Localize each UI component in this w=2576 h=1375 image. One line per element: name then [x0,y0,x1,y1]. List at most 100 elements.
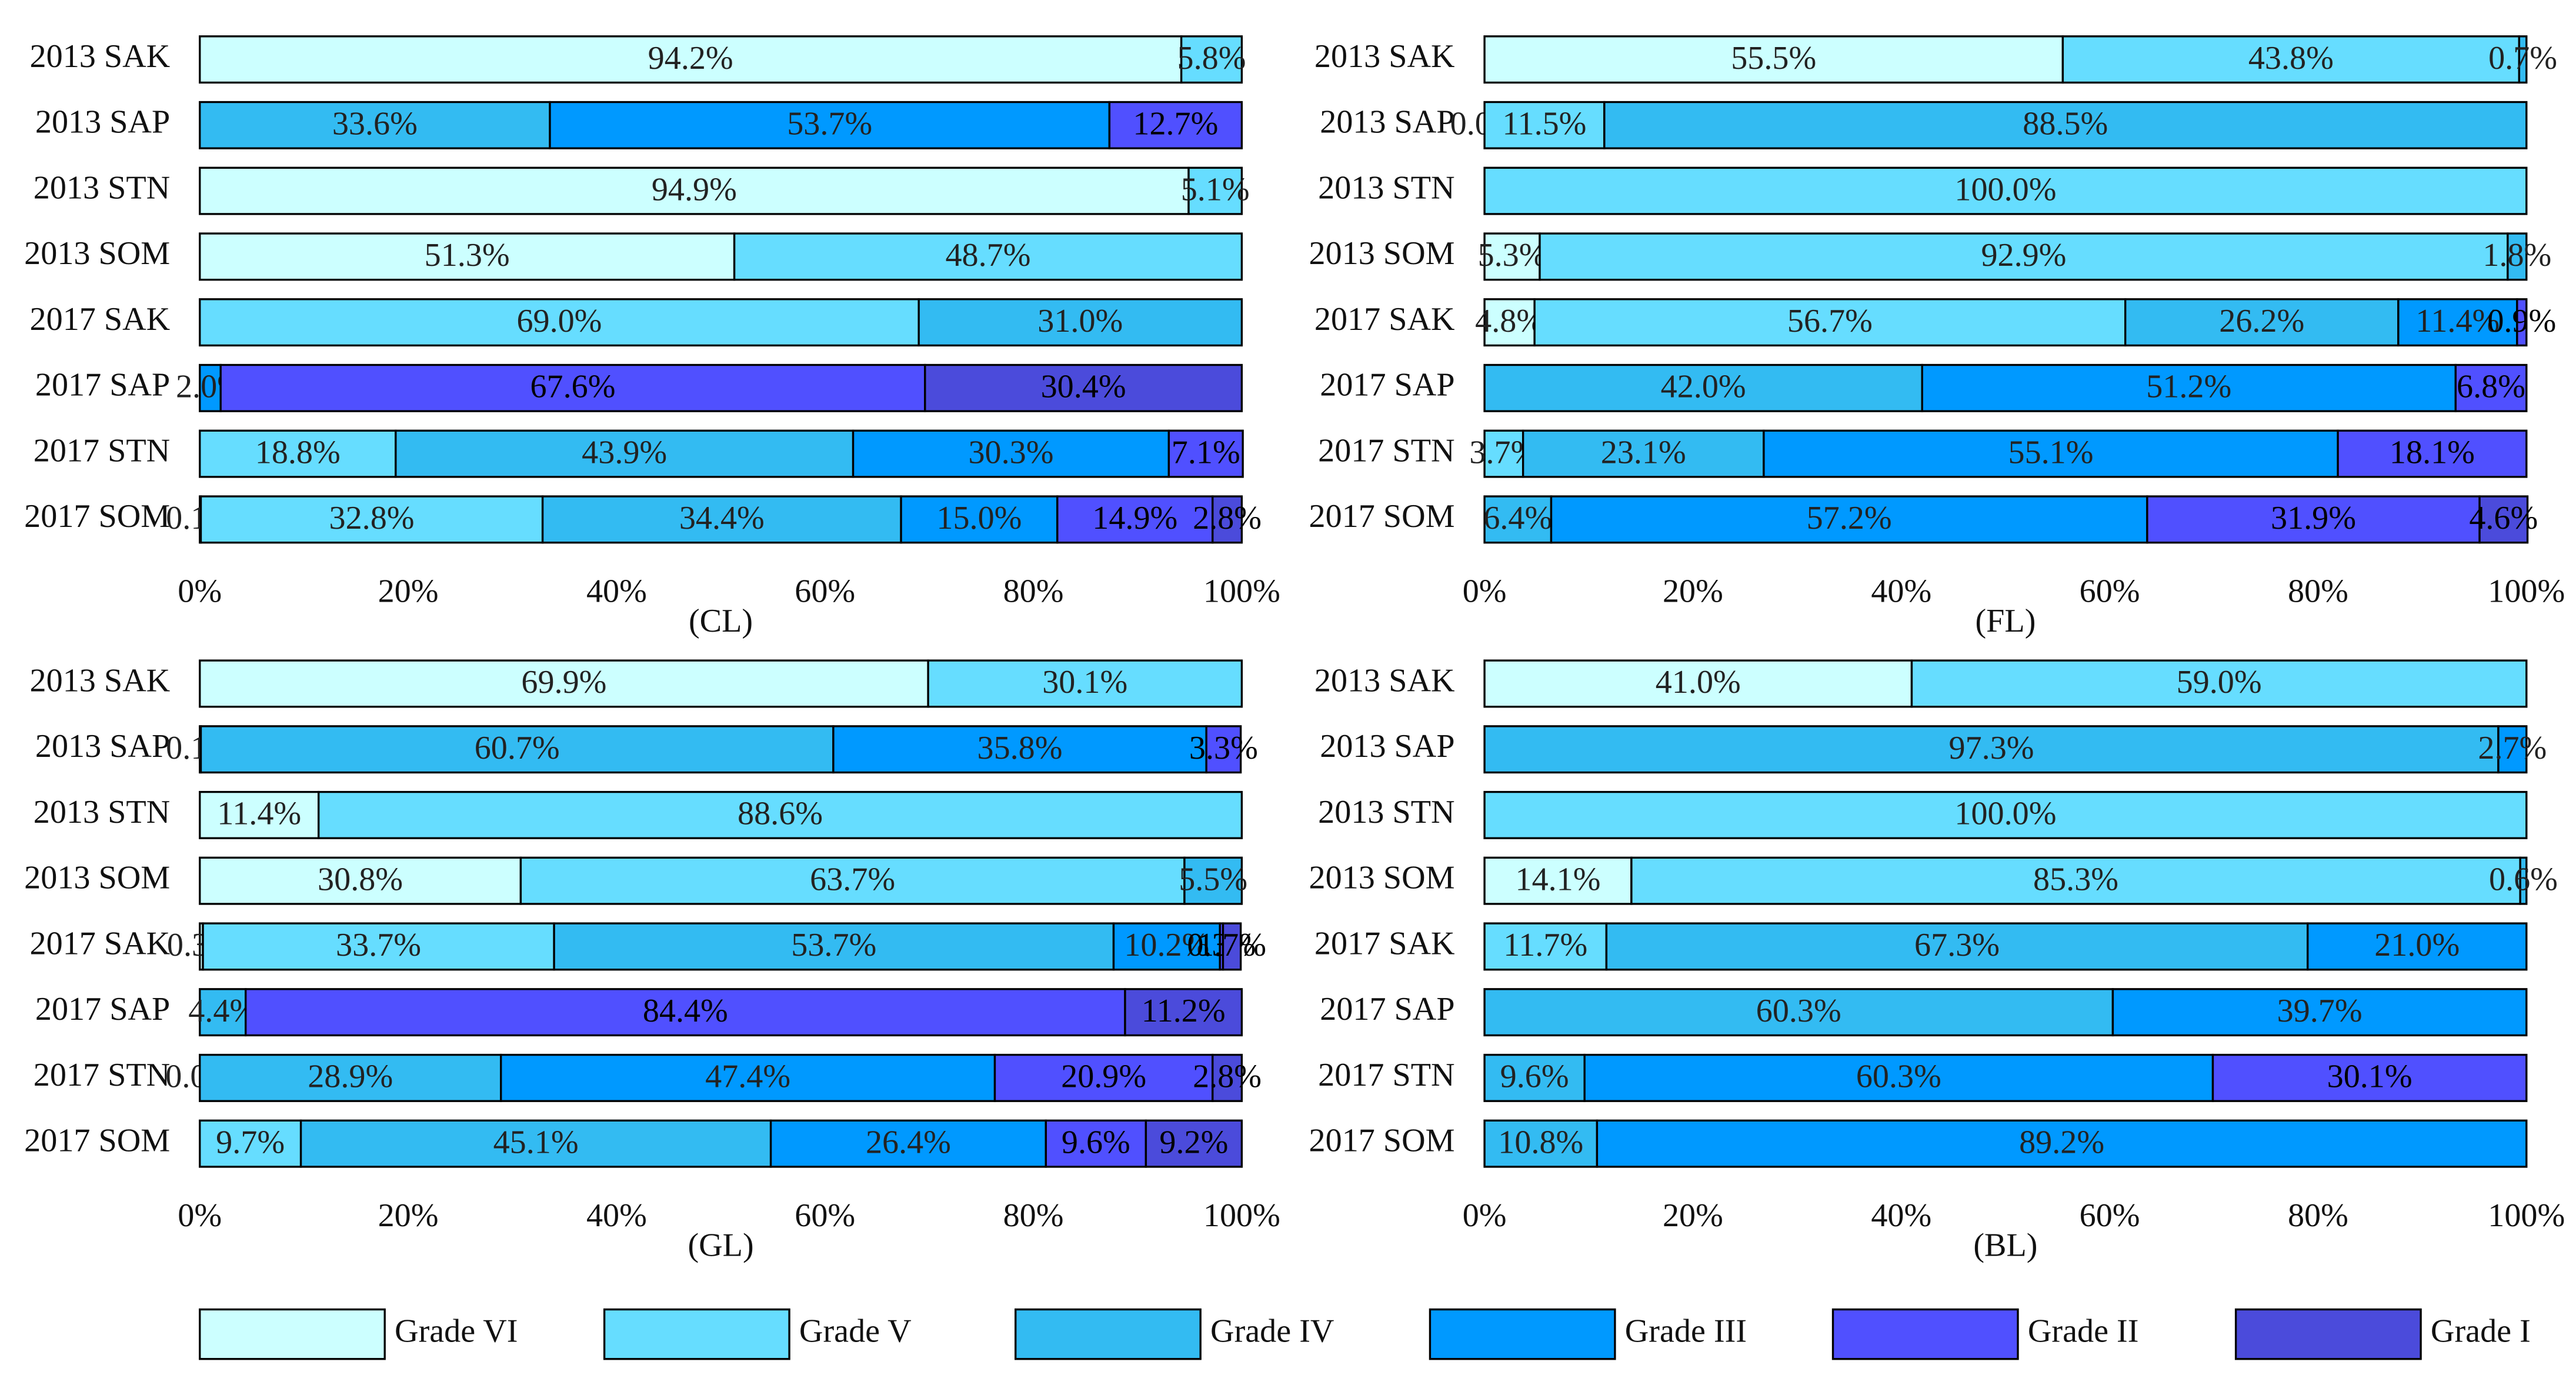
value-label: 100.0% [1954,796,2056,832]
value-label: 11.5% [1503,106,1587,142]
bar-segment [1921,363,2457,412]
bar-segment [2111,988,2528,1037]
category-label: 2017 SOM [1309,1123,1455,1159]
category-label: 2017 SAK [30,301,171,338]
bar-segment [1483,166,2528,215]
value-label: 9.6% [1062,1124,1130,1160]
value-label: 21.0% [2374,927,2460,963]
bar-segment [202,922,555,971]
value-label: 89.2% [2019,1124,2104,1160]
value-label: 31.9% [2271,500,2356,536]
x-tick-label: 40% [586,573,647,610]
bar-segment [199,790,320,839]
value-label: 4.8% [1475,303,1544,339]
bar-segment [1483,790,2528,839]
value-label: 6.4% [1483,500,1552,536]
x-tick-label: 40% [1871,1197,1931,1234]
x-tick-label: 100% [2488,573,2565,610]
x-tick-label: 0% [178,1197,222,1234]
category-label: 2017 SAK [1314,925,1455,962]
x-tick-label: 20% [1663,573,1723,610]
bar-segment [1483,1119,1599,1168]
bar-segment [199,429,397,478]
value-label: 10.8% [1498,1124,1583,1160]
x-tick-label: 60% [2080,573,2140,610]
value-label: 0.6% [2489,861,2558,897]
value-label: 11.7% [1503,927,1587,963]
value-label: 88.5% [2023,106,2108,142]
category-label: 2017 STN [1318,432,1454,469]
bar-segment [199,659,929,708]
category-label: 2017 SAK [30,925,171,962]
category-label: 2013 SAP [35,728,170,765]
bar-segment [2507,232,2528,281]
legend-swatch [603,1308,790,1360]
category-label: 2017 STN [34,432,170,469]
bar-segment [2454,363,2528,412]
value-label: 0.3% [1187,927,1256,963]
category-label: 2017 SAP [1320,367,1454,403]
bar-segment [199,495,544,544]
bar-segment [199,166,1190,215]
category-label: 2013 SAP [1320,104,1454,141]
value-label: 30.3% [968,434,1053,470]
value-label: 28.9% [308,1059,393,1095]
value-label: 69.9% [521,664,606,700]
category-label: 2013 SAK [1314,662,1455,699]
value-label: 20.9% [1061,1059,1146,1095]
category-label: 2013 SOM [1309,860,1455,896]
x-tick-label: 0% [178,573,222,610]
x-tick-label: 0% [1463,573,1507,610]
legend-label: Grade VI [395,1313,518,1350]
value-label: 60.3% [1756,993,1841,1029]
category-label: 2017 SAP [35,367,170,403]
value-label: 55.1% [2008,434,2094,470]
bar-segment [500,1053,996,1102]
category-label: 2017 SAK [1314,301,1455,338]
value-label: 51.2% [2146,369,2231,405]
bar-segment [1483,495,1553,544]
value-label: 11.2% [1142,993,1226,1029]
value-label: 85.3% [2033,861,2118,897]
bar-segment [1763,429,2339,478]
bar-segment [199,1119,302,1168]
bar-segment [1539,232,2509,281]
bar-segment [199,35,1183,84]
bar-segment [852,429,1170,478]
bar-segment [769,1119,1047,1168]
bar-segment [199,232,736,281]
bar-segment [1583,1053,2214,1102]
value-label: 5.3% [1478,237,1547,273]
bar-segment [1056,495,1214,544]
value-label: 11.4% [217,796,301,832]
legend-swatch [1429,1308,1616,1360]
bar-segment [917,298,1243,347]
bar-segment [1483,35,2064,84]
bar-segment [1124,988,1243,1037]
value-label: 18.1% [2390,434,2475,470]
value-label: 26.2% [2219,303,2304,339]
category-label: 2013 SOM [24,235,170,272]
value-label: 53.7% [787,106,872,142]
value-label: 84.4% [643,993,728,1029]
value-label: 5.8% [1177,40,1246,76]
bar-segment [2478,495,2529,544]
bar-segment [1222,922,1242,971]
bar-segment [924,363,1243,412]
bar-segment [832,725,1207,774]
legend-swatch [1015,1308,1202,1360]
bar-segment [1521,429,1765,478]
bar-segment [299,1119,772,1168]
value-label: 34.4% [679,500,765,536]
value-label: 5.1% [1181,171,1250,208]
legend-label: Grade III [1625,1313,1747,1350]
value-label: 43.9% [582,434,667,470]
bar-segment [199,1053,502,1102]
category-label: 2013 STN [34,169,170,206]
value-label: 42.0% [1661,369,1746,405]
category-label: 2013 SOM [1309,235,1455,272]
bar-segment [2307,922,2528,971]
value-label: 30.4% [1041,369,1126,405]
bar-segment [1533,298,2127,347]
